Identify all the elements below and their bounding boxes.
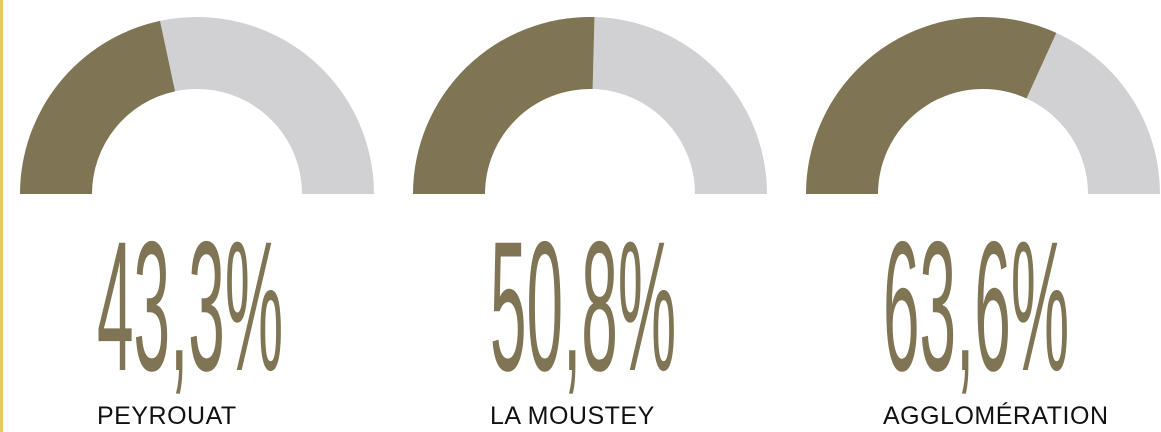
gauge-track (160, 16, 374, 194)
value-label: 63,6% (883, 203, 1069, 410)
left-border (0, 0, 3, 432)
value-label: 43,3% (97, 203, 283, 410)
gauge-label: PEYROUAT (97, 402, 237, 430)
value-label-group: 63,6% (883, 203, 1069, 410)
gauge-value (413, 17, 595, 195)
gauge-track (1026, 32, 1160, 195)
value-label-group: 43,3% (97, 203, 283, 410)
gauge-value (20, 20, 176, 194)
gauge-label: AGGLOMÉRATION (883, 401, 1109, 430)
gauge-label: LA MOUSTEY (490, 402, 655, 430)
value-label-group: 50,8% (490, 203, 676, 410)
value-label: 50,8% (490, 203, 676, 410)
gauge-track (592, 17, 767, 195)
gauge-value (806, 16, 1057, 195)
